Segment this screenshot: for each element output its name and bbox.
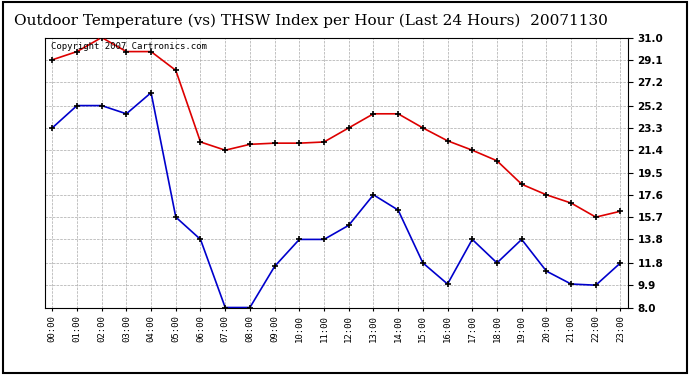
Text: Copyright 2007 Cartronics.com: Copyright 2007 Cartronics.com — [50, 42, 206, 51]
Text: Outdoor Temperature (vs) THSW Index per Hour (Last 24 Hours)  20071130: Outdoor Temperature (vs) THSW Index per … — [14, 13, 607, 27]
